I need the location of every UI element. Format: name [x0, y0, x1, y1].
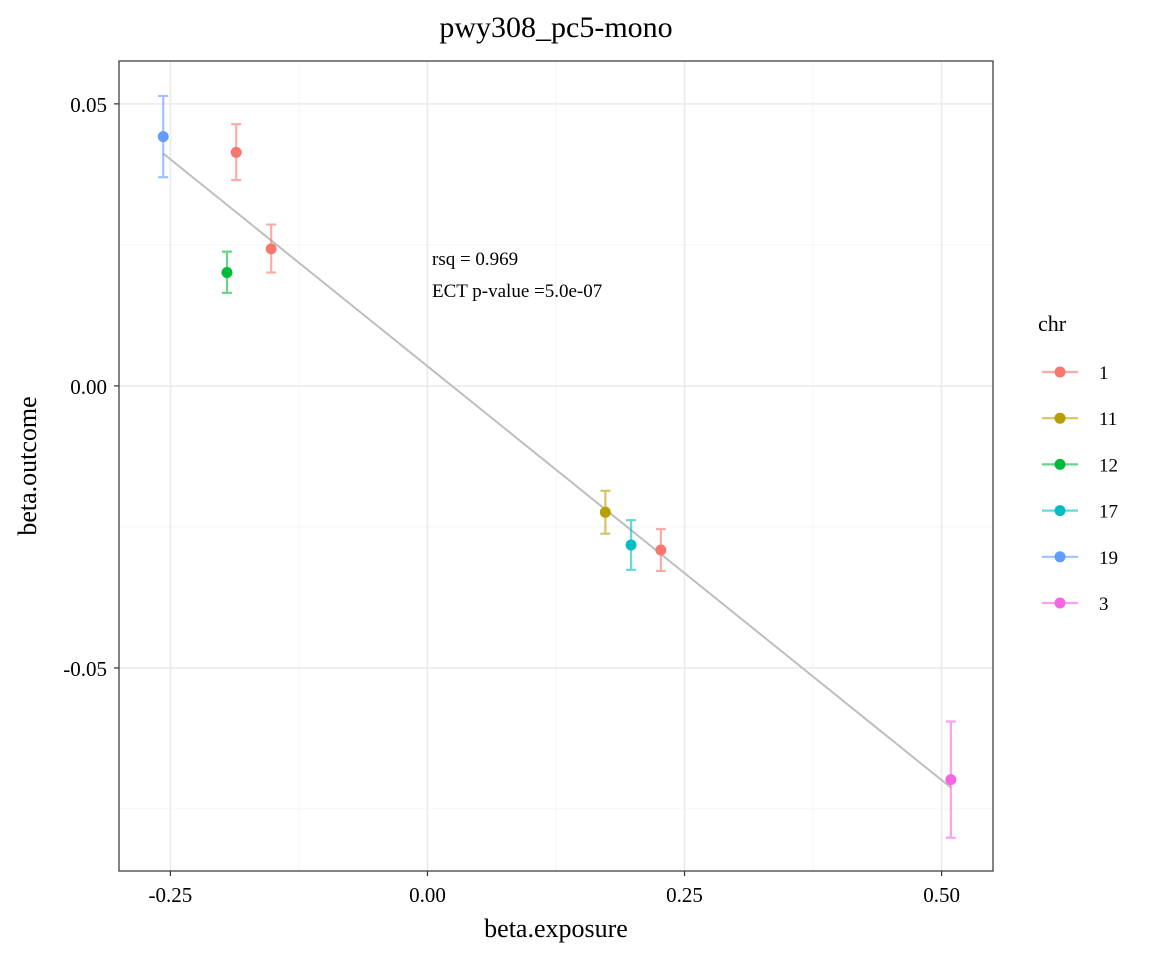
legend-key-point	[1054, 597, 1066, 609]
y-tick-label-1: 0.00	[70, 375, 107, 399]
legend-key-point	[1054, 458, 1066, 470]
data-point-chr11-4	[599, 506, 611, 518]
x-axis-title: beta.exposure	[484, 914, 628, 943]
legend-key-point	[1054, 412, 1066, 424]
data-point-chr19-0	[157, 131, 169, 143]
data-point-chr1-1	[230, 146, 242, 158]
data-point-chr1-2	[265, 243, 277, 255]
x-tick-label-1: 0.00	[409, 883, 446, 907]
y-axis-title: beta.outcome	[13, 396, 42, 535]
x-tick-label-3: 0.50	[923, 883, 960, 907]
data-point-chr17-5	[625, 539, 637, 551]
legend-title: chr	[1038, 311, 1067, 336]
data-point-chr3-7	[945, 774, 957, 786]
plot-border	[118, 60, 994, 872]
legend-key-point	[1054, 505, 1066, 517]
legend-label: 1	[1099, 363, 1109, 384]
legend-item-chr-1: 1	[1042, 363, 1109, 384]
y-tick-label-0: 0.05	[70, 93, 107, 117]
x-tick-label-2: 0.25	[666, 883, 703, 907]
legend-label: 17	[1099, 502, 1118, 523]
legend-item-chr-17: 17	[1042, 502, 1118, 523]
grid	[119, 61, 993, 871]
fit-line-group	[162, 152, 952, 789]
data-points	[157, 131, 957, 786]
x-tick-label-0: -0.25	[149, 883, 193, 907]
legend-item-chr-19: 19	[1042, 548, 1118, 569]
x-axis-ticks: -0.25 0.00 0.25 0.50	[149, 871, 960, 907]
y-axis-ticks: 0.05 0.00 -0.05	[63, 93, 119, 681]
fit-line	[162, 152, 952, 789]
legend-key-point	[1054, 551, 1066, 563]
data-point-chr1-6	[655, 544, 667, 556]
y-tick-label-2: -0.05	[63, 657, 107, 681]
legend-item-chr-12: 12	[1042, 455, 1118, 476]
legend-key-point	[1054, 366, 1066, 378]
legend-label: 19	[1099, 548, 1118, 569]
legend-label: 11	[1099, 409, 1117, 430]
legend-label: 3	[1099, 594, 1109, 615]
legend-item-chr-11: 11	[1042, 409, 1117, 430]
error-bars	[158, 94, 956, 839]
chart-title: pwy308_pc5-mono	[439, 11, 672, 44]
legend-item-chr-3: 3	[1042, 594, 1109, 615]
annotation-ect-pvalue: ECT p-value =5.0e-07	[432, 281, 602, 302]
legend-label: 12	[1099, 455, 1118, 476]
annotation-rsq: rsq = 0.969	[432, 249, 518, 270]
data-point-chr12-3	[221, 267, 233, 279]
